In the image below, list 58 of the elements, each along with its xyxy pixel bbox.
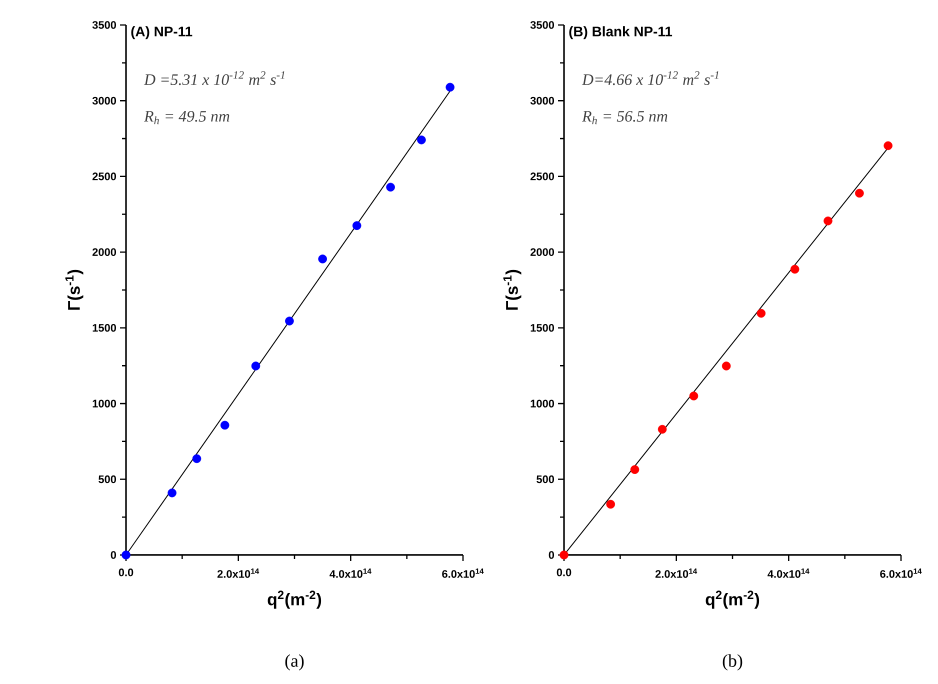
point bbox=[122, 550, 130, 560]
x-tick-label: 6.0x10$^{14}$ bbox=[442, 568, 484, 578]
point bbox=[168, 488, 176, 498]
y-tick-label: 500 bbox=[98, 475, 116, 484]
x-axis-title: q$^{2}$(m$^{-2}$) bbox=[706, 590, 760, 609]
y-tick-label: 2000 bbox=[92, 248, 116, 256]
text: (b) bbox=[722, 654, 742, 670]
y-tick-label: 1000 bbox=[530, 400, 554, 408]
y-tick-label: 0 bbox=[548, 551, 554, 559]
y-tick-label: 0 bbox=[110, 551, 116, 559]
point bbox=[285, 316, 294, 326]
point bbox=[722, 362, 731, 370]
x-tick-label: 2.0x10$^{14}$ bbox=[655, 568, 698, 578]
point bbox=[192, 454, 202, 464]
y-tick-label: 2500 bbox=[92, 172, 116, 180]
point bbox=[318, 254, 327, 264]
x-axis-title: q$^{2}$(m$^{-2}$) bbox=[268, 590, 322, 609]
y-tick-label: 3500 bbox=[530, 21, 554, 29]
y-tick-label: 3000 bbox=[92, 96, 116, 105]
point bbox=[386, 182, 395, 192]
point bbox=[658, 424, 667, 434]
point bbox=[790, 264, 800, 274]
y-axis-title: Γ(s$^{-1}$) bbox=[65, 270, 84, 310]
chart-title: (B) Blank NP-11 bbox=[569, 26, 672, 40]
point bbox=[756, 308, 766, 318]
y-tick-label: 2500 bbox=[530, 172, 554, 180]
annotation: D =5.31 x 10$^{-12}$ m$^{2}$ s$^{-1}$ bbox=[144, 71, 284, 86]
y-tick-label: 1000 bbox=[92, 400, 116, 408]
y-tick-label: 500 bbox=[536, 475, 554, 484]
annotation: R$_{h}$ = 49.5 nm bbox=[144, 110, 230, 124]
point bbox=[855, 188, 864, 198]
point bbox=[446, 82, 454, 92]
x-tick-label: 4.0x10$^{14}$ bbox=[330, 568, 372, 578]
y-tick-label: 1500 bbox=[92, 324, 116, 332]
point bbox=[417, 136, 426, 144]
x-tick-label: 4.0x10$^{14}$ bbox=[768, 568, 810, 578]
y-tick-label: 2000 bbox=[530, 248, 554, 256]
annotation: D=4.66 x 10$^{-12}$ m$^{2}$ s$^{-1}$ bbox=[582, 71, 718, 86]
annotation: R$_{h}$ = 56.5 nm bbox=[582, 110, 668, 124]
point bbox=[606, 500, 616, 509]
point bbox=[630, 465, 640, 474]
point bbox=[884, 141, 892, 150]
point bbox=[689, 392, 698, 400]
point bbox=[824, 216, 832, 226]
text: (a) bbox=[285, 654, 304, 670]
point bbox=[220, 420, 230, 430]
y-tick-label: 3000 bbox=[530, 96, 554, 105]
point bbox=[251, 362, 260, 370]
point bbox=[560, 550, 568, 560]
x-tick-label: 6.0x10$^{14}$ bbox=[880, 568, 922, 578]
y-tick-label: 1500 bbox=[530, 324, 554, 332]
y-axis-title: Γ(s$^{-1}$) bbox=[503, 270, 522, 310]
x-tick-label: 0.0 bbox=[556, 568, 572, 576]
y-tick-label: 3500 bbox=[92, 21, 116, 29]
chart-title: (A) NP-11 bbox=[131, 26, 192, 40]
x-tick-label: 2.0x10$^{14}$ bbox=[217, 568, 260, 578]
point bbox=[352, 221, 362, 230]
x-tick-label: 0.0 bbox=[118, 568, 134, 576]
